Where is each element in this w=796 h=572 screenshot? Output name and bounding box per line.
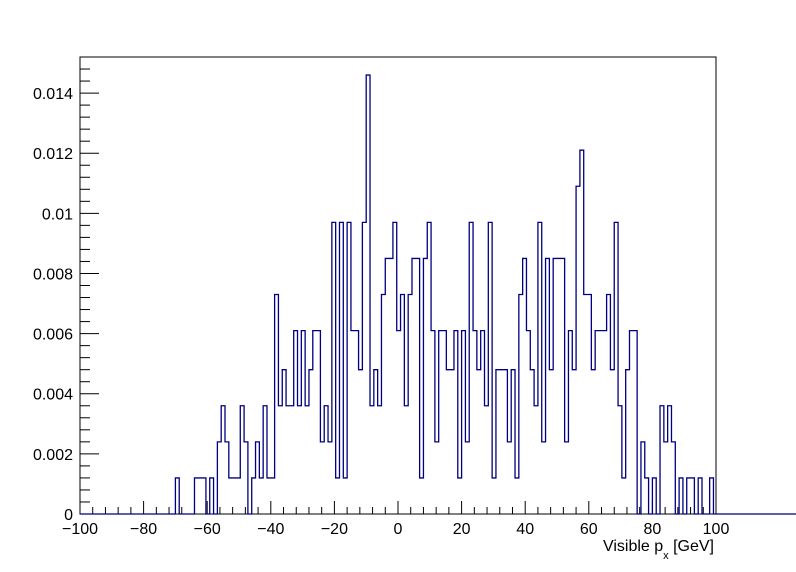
y-tick-label: 0.014 [33,86,73,103]
y-tick-label: 0.012 [33,146,73,163]
x-axis-ticks [79,501,717,514]
y-tick-label: 0.002 [33,447,73,464]
plot-frame [79,56,717,515]
x-tick-label: −80 [130,521,157,538]
y-axis-tick-labels: 0 0.002 0.004 0.006 0.008 0.01 0.012 0.014 [33,86,73,524]
x-tick-label: 60 [580,521,598,538]
x-tick-label: −20 [321,521,348,538]
x-tick-label: −100 [62,521,98,538]
y-tick-label: 0.008 [33,266,73,283]
y-tick-label: 0.01 [42,206,73,223]
x-tick-label: −60 [194,521,221,538]
y-tick-label: 0.006 [33,327,73,344]
x-tick-label: 40 [516,521,534,538]
x-tick-label: 20 [453,521,471,538]
x-tick-label: 100 [703,521,730,538]
y-axis-ticks [80,56,99,515]
histogram-series-line [80,74,796,515]
y-tick-label: 0 [64,507,73,524]
x-tick-label: 0 [394,521,403,538]
x-tick-label: −40 [257,521,284,538]
y-tick-label: 0.004 [33,387,73,404]
x-axis-title: Visible px [GeV] [603,538,714,562]
x-axis-tick-labels: −100 −80 −60 −40 −20 0 20 40 60 80 100 [62,521,729,538]
x-tick-label: 80 [644,521,662,538]
